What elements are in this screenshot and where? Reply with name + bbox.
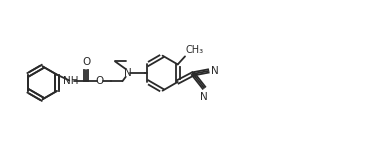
Text: N: N <box>200 92 208 102</box>
Text: O: O <box>96 76 104 86</box>
Text: N: N <box>124 68 131 78</box>
Text: O: O <box>82 57 90 67</box>
Text: N: N <box>210 66 218 76</box>
Text: CH₃: CH₃ <box>186 45 203 55</box>
Text: NH: NH <box>63 76 78 86</box>
